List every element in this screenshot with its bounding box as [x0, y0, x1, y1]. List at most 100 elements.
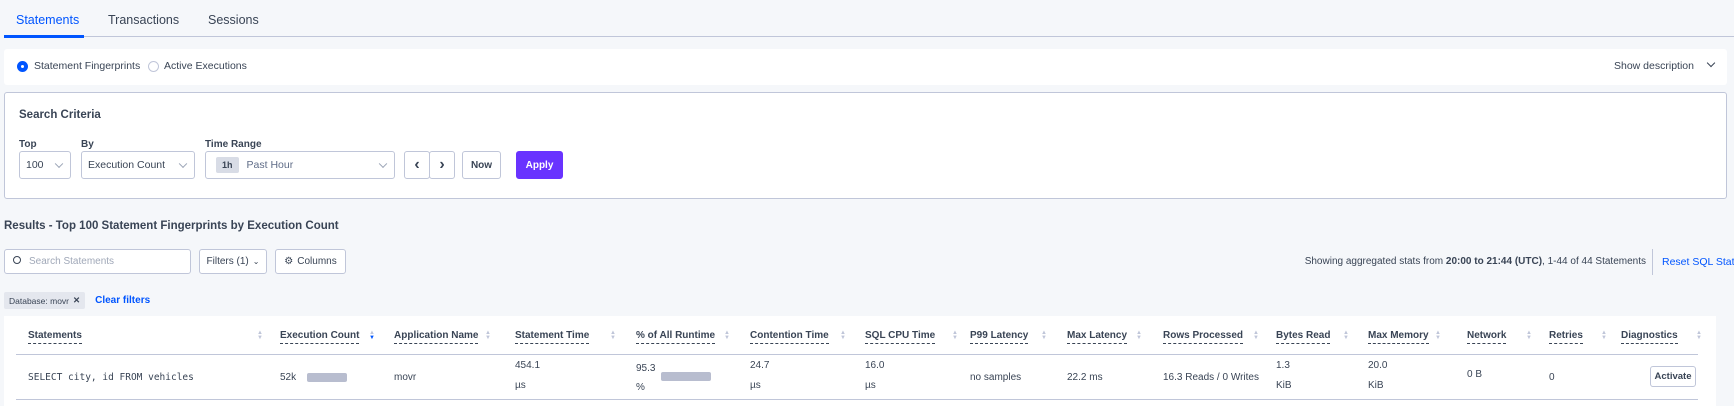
tab-sessions[interactable]: Sessions [208, 13, 259, 27]
show-description-button[interactable]: Show description [1614, 60, 1694, 72]
close-icon[interactable]: ✕ [73, 295, 81, 305]
sort-icon[interactable]: ▲ ▼ [952, 330, 958, 341]
column-header-max-latency[interactable]: Max Latency [1067, 330, 1128, 344]
sort-icon[interactable]: ▲ ▼ [369, 330, 375, 341]
chevron-down-icon [178, 159, 188, 169]
columns-button[interactable]: ⚙ Columns [275, 249, 346, 274]
sort-icon[interactable]: ▲ ▼ [257, 330, 263, 341]
gear-icon: ⚙ [284, 256, 294, 267]
chevron-down-icon [378, 159, 388, 169]
column-header-network[interactable]: Network [1467, 330, 1507, 344]
active-filters-row: Database: movr ✕ Clear filters [4, 292, 150, 309]
column-header-application-name[interactable]: Application Name [394, 330, 479, 344]
previous-time-button[interactable]: ‹ [404, 151, 430, 179]
active-tab-indicator [4, 35, 84, 38]
column-header-rows-processed[interactable]: Rows Processed [1163, 330, 1244, 344]
max-latency-cell: 22.2 ms [1067, 372, 1103, 383]
rows-processed-cell: 16.3 Reads / 0 Writes [1163, 372, 1259, 383]
columns-label: Columns [297, 256, 337, 267]
p99-latency-cell: no samples [970, 372, 1022, 383]
column-header-max-memory[interactable]: Max Memory [1368, 330, 1429, 344]
sort-icon[interactable]: ▲ ▼ [840, 330, 846, 341]
tab-divider [4, 36, 1734, 37]
column-header-statement-time[interactable]: Statement Time [515, 330, 590, 344]
time-range-badge: 1h [216, 157, 239, 173]
reset-sql-stats-link[interactable]: Reset SQL Stats [1662, 256, 1734, 268]
chevron-left-icon: ‹ [414, 156, 420, 173]
contention-cell: 24.7 [750, 360, 770, 371]
search-statements-input[interactable]: Search Statements [4, 249, 191, 274]
filter-chip: Database: movr ✕ [4, 292, 86, 309]
stmt-time-cell: 454.1 [515, 360, 541, 371]
column-header-retries[interactable]: Retries [1549, 330, 1583, 344]
max-memory-unit: KiB [1368, 380, 1384, 391]
tab-transactions[interactable]: Transactions [108, 13, 180, 27]
runtime-pct-cell: 95.3 [636, 363, 656, 374]
bytes-read-unit: KiB [1276, 380, 1292, 391]
bytes-read-cell: 1.3 [1276, 360, 1290, 371]
chevron-down-icon [1706, 58, 1716, 68]
exec-count-bar [307, 373, 347, 382]
time-range-value: Past Hour [246, 159, 294, 171]
activate-diagnostics-button[interactable]: Activate [1650, 366, 1696, 387]
by-select[interactable]: Execution Count [81, 151, 195, 179]
stats-range: 20:00 to 21:44 (UTC) [1445, 256, 1543, 267]
time-range-select[interactable]: 1h Past Hour [205, 151, 395, 179]
by-value: Execution Count [88, 159, 166, 171]
filters-button[interactable]: Filters (1) ⌄ [199, 249, 267, 274]
divider [1652, 249, 1653, 275]
now-button[interactable]: Now [462, 151, 501, 179]
top-select[interactable]: 100 [19, 151, 71, 179]
exec-count-cell: 52k [280, 372, 297, 383]
radio-label-active-executions[interactable]: Active Executions [164, 60, 247, 72]
filters-label: Filters (1) [206, 256, 249, 267]
sort-icon[interactable]: ▲ ▼ [1343, 330, 1349, 341]
sort-icon[interactable]: ▲ ▼ [1526, 330, 1532, 341]
sort-icon[interactable]: ▲ ▼ [1041, 330, 1047, 341]
column-header-bytes-read[interactable]: Bytes Read [1276, 330, 1331, 344]
stmt-time-unit: µs [515, 380, 526, 391]
chevron-right-icon: › [439, 156, 445, 173]
clear-filters-link[interactable]: Clear filters [95, 295, 151, 306]
sort-icon[interactable]: ▲ ▼ [485, 330, 491, 341]
sort-icon[interactable]: ▲ ▼ [610, 330, 616, 341]
column-header-p99-latency[interactable]: P99 Latency [970, 330, 1029, 344]
column-header-sql-cpu-time[interactable]: SQL CPU Time [865, 330, 936, 344]
header-divider [16, 354, 1698, 355]
apply-button[interactable]: Apply [516, 151, 563, 179]
time-range-label: Time Range [205, 139, 262, 150]
row-divider [16, 399, 1698, 400]
column-header--of-all-runtime[interactable]: % of All Runtime [636, 330, 716, 344]
stats-summary: Showing aggregated stats from 20:00 to 2… [1305, 256, 1646, 267]
sort-icon[interactable]: ▲ ▼ [1435, 330, 1441, 341]
sort-icon[interactable]: ▲ ▼ [1601, 330, 1607, 341]
stats-suffix: , 1-44 of 44 Statements [1542, 256, 1646, 267]
column-header-statements[interactable]: Statements [28, 330, 82, 344]
sort-icon[interactable]: ▲ ▼ [1136, 330, 1142, 341]
radio-statement-fingerprints[interactable] [17, 61, 28, 72]
statement-cell[interactable]: SELECT city, id FROM vehicles [28, 372, 194, 383]
radio-label-statement-fingerprints[interactable]: Statement Fingerprints [34, 60, 141, 72]
contention-unit: µs [750, 380, 761, 391]
sort-icon[interactable]: ▲ ▼ [1253, 330, 1259, 341]
top-value: 100 [26, 159, 44, 171]
next-time-button[interactable]: › [429, 151, 455, 179]
network-cell: 0 B [1467, 369, 1483, 380]
retries-cell: 0 [1549, 372, 1555, 383]
max-memory-cell: 20.0 [1368, 360, 1388, 371]
runtime-pct-unit: % [636, 382, 645, 393]
stats-prefix: Showing aggregated stats from [1304, 256, 1446, 267]
cpu-time-cell: 16.0 [865, 360, 885, 371]
search-criteria-panel: Search Criteria Top By Time Range 100 Ex… [4, 92, 1727, 199]
statements-table [4, 316, 1716, 406]
tab-statements[interactable]: Statements [16, 13, 80, 27]
column-header-contention-time[interactable]: Contention Time [750, 330, 829, 344]
view-selector-panel: Statement Fingerprints Active Executions… [4, 49, 1727, 85]
sort-icon[interactable]: ▲ ▼ [724, 330, 730, 341]
runtime-pct-bar [661, 372, 711, 381]
cpu-time-unit: µs [865, 380, 876, 391]
sort-icon[interactable]: ▲ ▼ [1696, 330, 1702, 341]
column-header-execution-count[interactable]: Execution Count [280, 330, 360, 344]
radio-active-executions[interactable] [148, 61, 159, 72]
column-header-diagnostics[interactable]: Diagnostics [1621, 330, 1678, 344]
